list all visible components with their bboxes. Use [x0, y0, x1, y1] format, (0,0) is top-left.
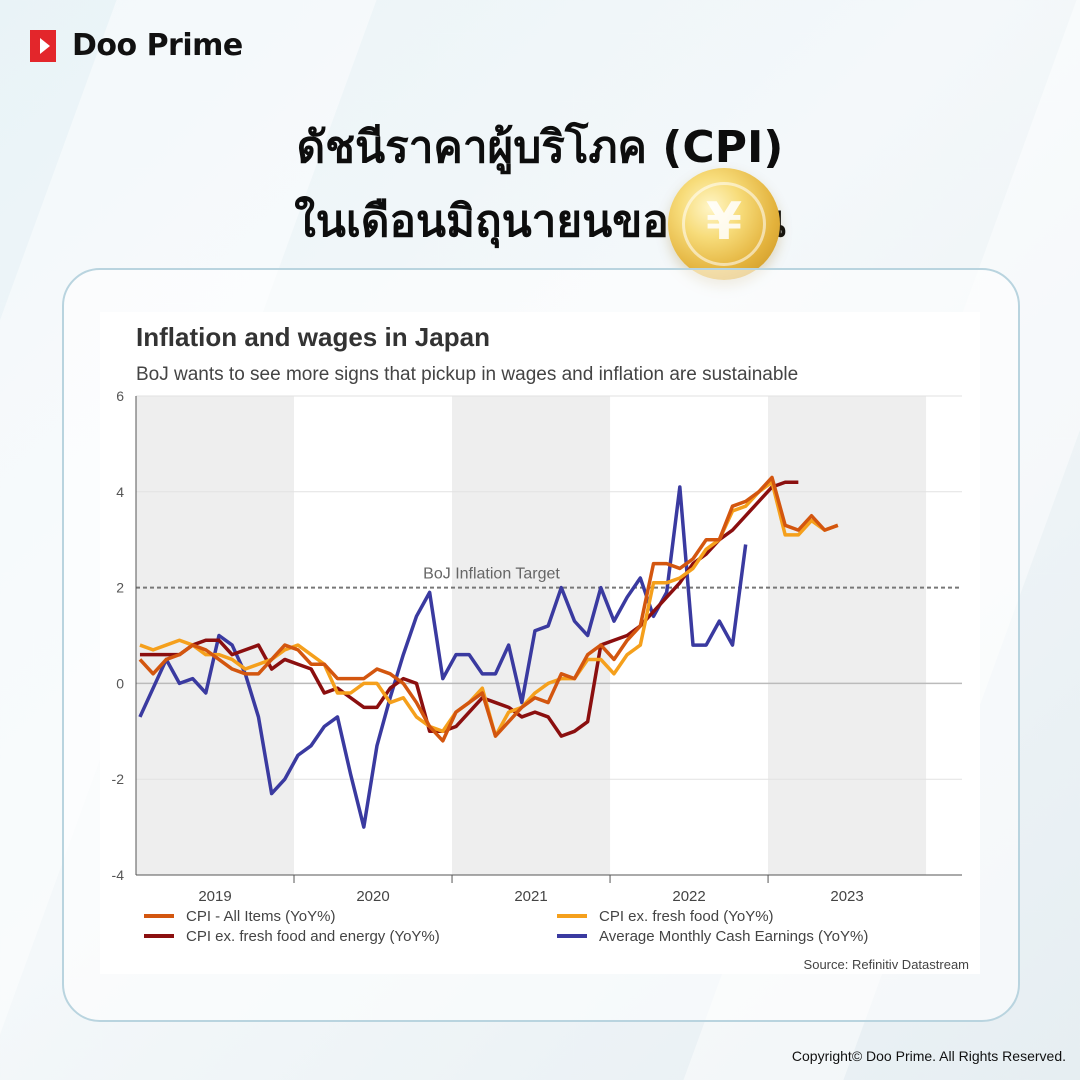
copyright-notice: Copyright© Doo Prime. All Rights Reserve…	[791, 1048, 1066, 1064]
x-tick-label-2019: 2019	[198, 888, 231, 905]
y-tick-label: -4	[112, 867, 125, 883]
x-tick-label-2020: 2020	[356, 888, 389, 905]
yen-coin-icon: ¥	[668, 168, 780, 280]
brand-logo[interactable]: Doo Prime	[30, 28, 243, 63]
line-chart: Inflation and wages in Japan BoJ wants t…	[112, 322, 969, 972]
legend-label: CPI ex. fresh food and energy (YoY%)	[186, 928, 440, 945]
boj-target-label: BoJ Inflation Target	[423, 566, 560, 583]
x-tick-label-2023: 2023	[830, 888, 863, 905]
chart-panel: Inflation and wages in Japan BoJ wants t…	[100, 312, 980, 974]
y-tick-label: 6	[116, 388, 124, 404]
chart-source: Source: Refinitiv Datastream	[804, 957, 969, 972]
headline-line-1: ดัชนีราคาผู้บริโภค (CPI)	[296, 122, 784, 173]
y-tick-label: 0	[116, 675, 124, 691]
series-line-1	[138, 475, 839, 743]
y-tick-label: 4	[116, 484, 124, 500]
legend-label: CPI - All Items (YoY%)	[186, 908, 336, 925]
doo-prime-logo-icon	[30, 29, 62, 62]
chart-title: Inflation and wages in Japan	[136, 322, 490, 352]
legend-label: CPI ex. fresh food (YoY%)	[599, 908, 774, 925]
x-tick-label-2021: 2021	[514, 888, 547, 905]
shaded-band-2023	[768, 396, 927, 875]
x-tick-label-2022: 2022	[672, 888, 705, 905]
shaded-band-2021	[452, 396, 611, 875]
chart-subtitle: BoJ wants to see more signs that pickup …	[136, 364, 798, 385]
headline-line-2: ในเดือนมิถุนายนของญี่ปุ่น	[294, 196, 786, 247]
y-tick-label: 2	[116, 580, 124, 596]
y-tick-label: -2	[112, 771, 125, 787]
legend-label: Average Monthly Cash Earnings (YoY%)	[599, 928, 868, 945]
brand-name: Doo Prime	[72, 28, 243, 63]
shaded-band-2019	[136, 396, 295, 875]
